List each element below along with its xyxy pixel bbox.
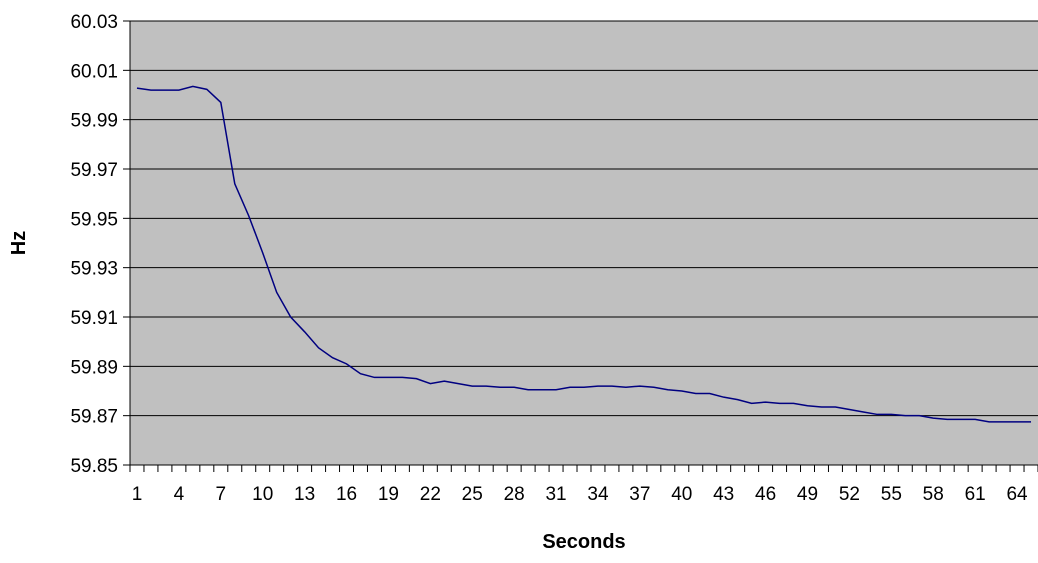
y-tick-labels: 59.85 59.87 59.89 59.91 59.93 59.95 59.97 59.99… (70, 12, 118, 477)
x-tick-label: 49 (797, 484, 818, 505)
y-tick-label: 59.97 (70, 160, 118, 181)
x-tick-label: 52 (839, 484, 860, 505)
y-tick-label: 60.01 (70, 61, 118, 82)
x-tick-label: 37 (629, 484, 650, 505)
x-tick-label: 58 (923, 484, 944, 505)
x-tick-label: 34 (587, 484, 609, 505)
x-axis-title: Seconds (542, 531, 625, 553)
x-tick-label: 4 (174, 484, 185, 505)
y-tick-label: 59.85 (70, 456, 118, 477)
y-tick-label: 59.99 (70, 111, 118, 132)
x-tick-label: 22 (420, 484, 441, 505)
y-tick-label: 59.91 (70, 308, 118, 329)
y-tick-label: 59.95 (70, 209, 118, 230)
y-tick-label: 59.87 (70, 407, 118, 428)
x-tick-label: 28 (504, 484, 525, 505)
y-tick-label: 59.89 (70, 357, 118, 378)
x-tick-label: 43 (713, 484, 734, 505)
x-tick-label: 55 (881, 484, 902, 505)
x-tick-label: 1 (132, 484, 143, 505)
x-tick-label: 13 (294, 484, 315, 505)
x-tick-label: 16 (336, 484, 357, 505)
x-tick-label: 64 (1006, 484, 1028, 505)
x-tick-label: 61 (965, 484, 986, 505)
y-tick-label: 60.03 (70, 12, 118, 33)
plot-area (130, 21, 1038, 465)
x-tick-label: 31 (545, 484, 566, 505)
x-tick-label: 25 (462, 484, 483, 505)
x-ticks (129, 465, 1038, 472)
x-tick-label: 19 (378, 484, 399, 505)
x-tick-label: 10 (252, 484, 273, 505)
y-tick-label: 59.93 (70, 259, 118, 280)
x-tick-labels: 1 4 7 10 13 16 19 22 25 28 31 34 37 40 43 46 49 52 55 58 61 6… (132, 484, 1028, 505)
x-tick-label: 7 (216, 484, 227, 505)
series-line-frequency (136, 85, 1032, 423)
y-axis-title: Hz (8, 231, 30, 255)
x-tick-label: 46 (755, 484, 776, 505)
x-tick-label: 40 (671, 484, 692, 505)
gridlines (123, 20, 1038, 466)
